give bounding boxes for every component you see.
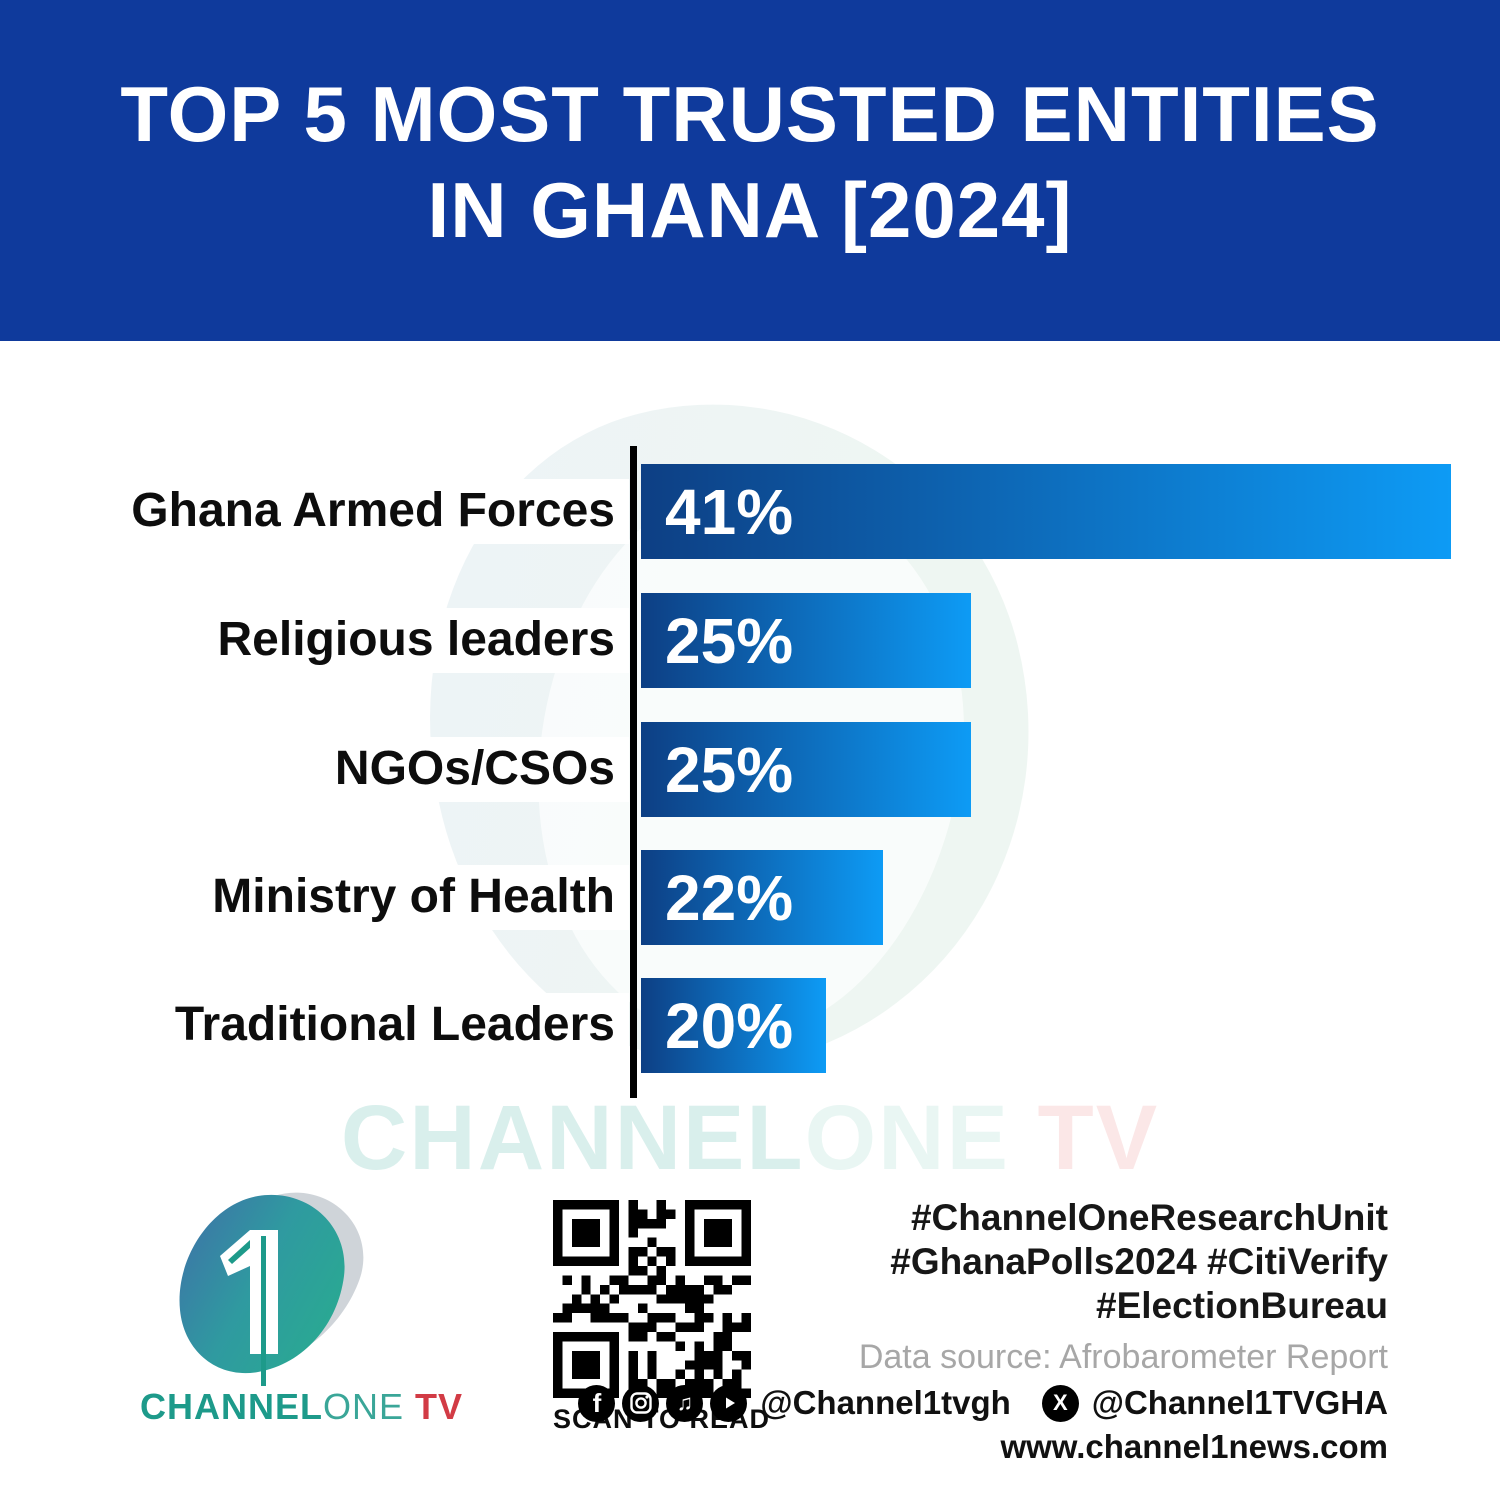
logo-one-glyph xyxy=(220,1230,278,1386)
facebook-icon: f xyxy=(578,1384,616,1422)
category-label: NGOs/CSOs xyxy=(0,722,629,817)
channel-one-logo xyxy=(179,1192,364,1386)
title-line-2: IN GHANA [2024] xyxy=(427,166,1073,254)
page-title: TOP 5 MOST TRUSTED ENTITIES IN GHANA [20… xyxy=(0,66,1500,258)
wordmark-tv: TV xyxy=(404,1386,464,1427)
category-label: Ministry of Health xyxy=(0,850,629,945)
watermark-tv: TV xyxy=(1010,1087,1160,1189)
qr-code xyxy=(553,1200,751,1398)
footer-info-block: #ChannelOneResearchUnit #GhanaPolls2024 … xyxy=(578,1196,1388,1466)
value-label: 41% xyxy=(665,475,794,548)
chart-row-4: Ministry of Health 22% xyxy=(0,850,1500,945)
website-url: www.channel1news.com xyxy=(1000,1428,1388,1465)
data-source-note: Data source: Afrobarometer Report xyxy=(858,1338,1388,1376)
hashtag-line-3: #ElectionBureau xyxy=(1096,1285,1388,1326)
category-label: Ghana Armed Forces xyxy=(0,464,629,559)
value-bar: 20% xyxy=(641,978,826,1073)
category-label: Religious leaders xyxy=(0,593,629,688)
hashtag-line-2: #GhanaPolls2024 #CitiVerify xyxy=(890,1241,1388,1282)
chart-row-2: Religious leaders 25% xyxy=(0,593,1500,688)
chart-row-3: NGOs/CSOs 25% xyxy=(0,722,1500,817)
title-line-1: TOP 5 MOST TRUSTED ENTITIES xyxy=(120,70,1380,158)
value-label: 25% xyxy=(665,604,794,677)
header-banner: TOP 5 MOST TRUSTED ENTITIES IN GHANA [20… xyxy=(0,0,1500,341)
instagram-icon xyxy=(622,1384,660,1422)
social-row: f ♫ @Channel1tvgh X @Channel1TVGHA xyxy=(578,1384,1388,1422)
hashtag-line-1: #ChannelOneResearchUnit xyxy=(910,1197,1388,1238)
value-bar: 22% xyxy=(641,850,883,945)
social-handle-x: @Channel1TVGHA xyxy=(1091,1384,1388,1421)
value-label: 20% xyxy=(665,989,794,1062)
channel-one-watermark: CHANNELONE TV xyxy=(0,1086,1500,1191)
chart-axis-line xyxy=(630,446,637,1098)
chart-row-5: Traditional Leaders 20% xyxy=(0,978,1500,1073)
logo-wordmark: CHANNELONE TV xyxy=(140,1386,462,1428)
social-handle-main: @Channel1tvgh xyxy=(760,1384,1011,1421)
chart-row-1: Ghana Armed Forces 41% xyxy=(0,464,1500,559)
value-bar: 25% xyxy=(641,722,971,817)
category-label: Traditional Leaders xyxy=(0,978,629,1073)
wordmark-one: ONE xyxy=(323,1386,405,1427)
watermark-channel: CHANNEL xyxy=(340,1087,805,1189)
wordmark-channel: CHANNEL xyxy=(140,1386,323,1427)
value-bar: 25% xyxy=(641,593,971,688)
value-label: 22% xyxy=(665,861,794,934)
value-bar: 41% xyxy=(641,464,1451,559)
tiktok-icon: ♫ xyxy=(666,1384,704,1422)
watermark-one: ONE xyxy=(804,1087,1010,1189)
value-label: 25% xyxy=(665,733,794,806)
bar-chart: Ghana Armed Forces 41% Religious leaders 25… xyxy=(0,338,1500,1124)
youtube-icon xyxy=(710,1384,748,1422)
x-icon: X xyxy=(1041,1384,1079,1422)
